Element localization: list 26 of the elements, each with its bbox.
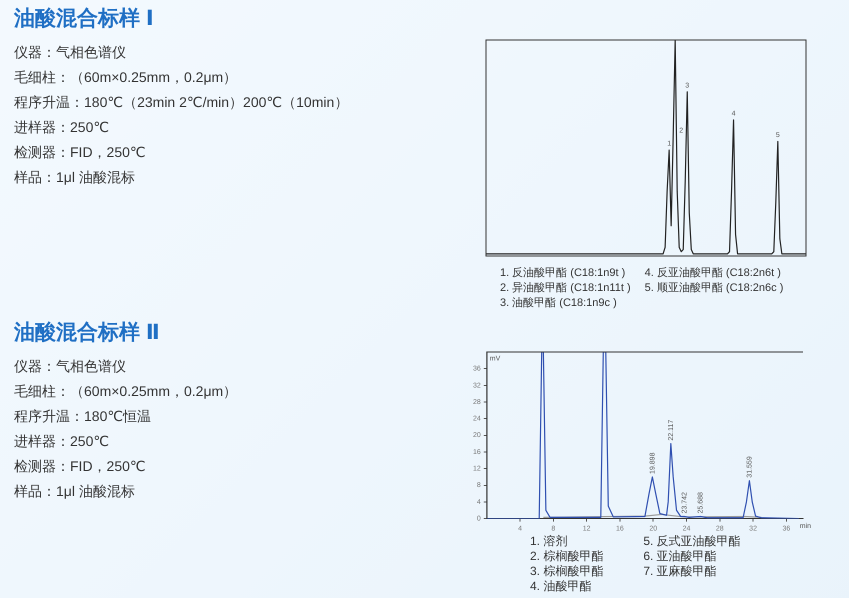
text: 1. 溶剂 (530, 534, 568, 549)
text: 1. 反油酸甲酯 (C18:1n9t ) (500, 266, 626, 281)
text: 检测器：FID，250℃ (14, 143, 147, 162)
text: 进样器：250℃ (14, 118, 110, 137)
text: 毛细柱：（60m×0.25mm，0.2μm） (14, 382, 238, 401)
text: 2. 异油酸甲酯 (C18:1n11t ) (500, 281, 631, 296)
text: 5. 顺亚油酸甲酯 (C18:2n6c ) (644, 281, 784, 296)
text: 毛细柱：（60m×0.25mm，0.2μm） (14, 68, 238, 87)
text: 4. 反亚油酸甲酯 (C18:2n6t ) (644, 266, 782, 281)
text: 2. 棕榈酸甲酯 (530, 549, 604, 564)
text: 样品：1μl 油酸混标 (14, 482, 136, 501)
text: 4. 油酸甲酯 (530, 579, 592, 594)
text: 7. 亚麻酸甲酯 (643, 564, 718, 579)
text: 样品：1μl 油酸混标 (14, 168, 136, 187)
text: 仪器：气相色谱仪 (14, 43, 127, 62)
text: 进样器：250℃ (14, 432, 110, 451)
text: 5. 反式亚油酸甲酯 (643, 534, 741, 549)
text: 仪器：气相色谱仪 (14, 357, 127, 376)
text: 油酸混合标样 Ⅰ (14, 6, 154, 32)
text: 检测器：FID，250℃ (14, 457, 147, 476)
text: 6. 亚油酸甲酯 (643, 549, 718, 564)
text: 程序升温：180℃恒温 (14, 407, 152, 426)
text: 3. 油酸甲酯 (C18:1n9c ) (500, 296, 618, 311)
text: 程序升温：180℃（23min 2℃/min）200℃（10min） (14, 93, 348, 112)
text: 油酸混合标样 Ⅱ (14, 320, 160, 346)
text: 3. 棕榈酸甲酯 (530, 564, 604, 579)
